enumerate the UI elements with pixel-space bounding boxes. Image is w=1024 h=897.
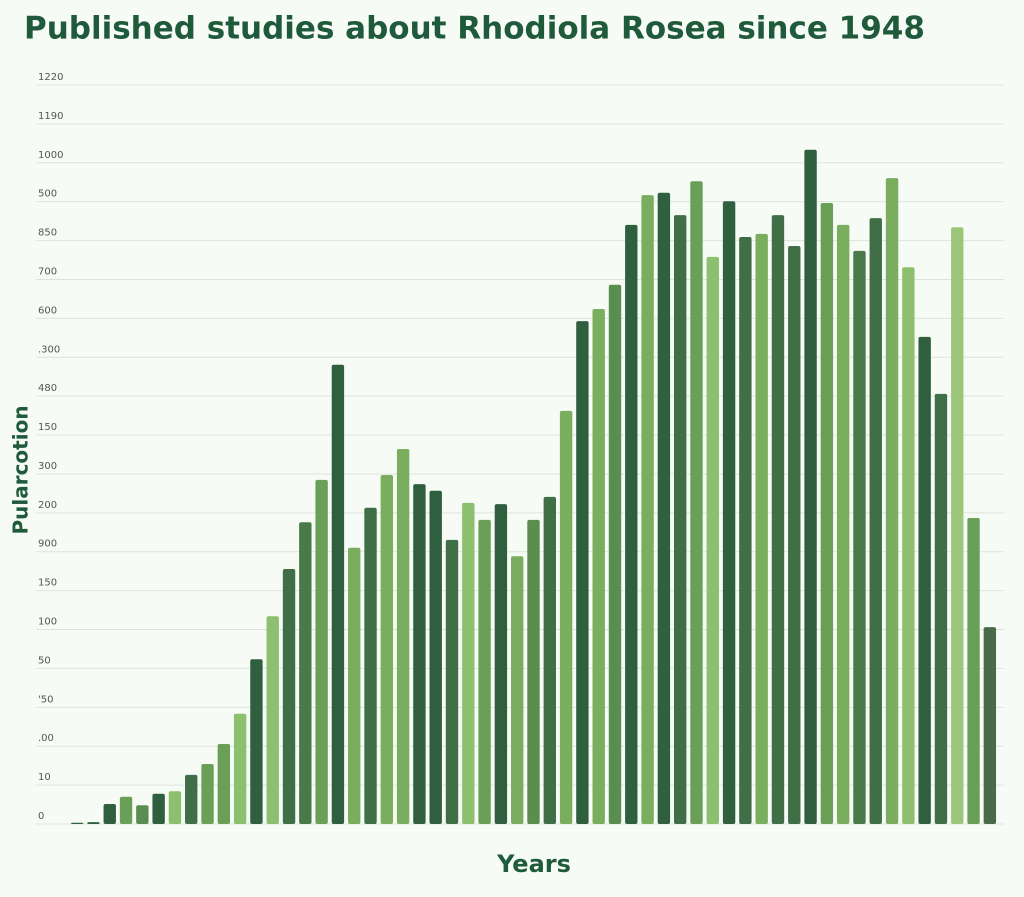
bar <box>706 256 719 825</box>
y-tick-label: 480 <box>38 383 57 394</box>
y-tick-label: 1220 <box>38 72 63 83</box>
bar <box>576 321 589 824</box>
bar <box>494 504 508 824</box>
bar <box>657 192 671 824</box>
bar <box>168 791 182 824</box>
bar <box>967 518 980 824</box>
bar <box>299 522 312 824</box>
bar <box>625 224 638 825</box>
bar <box>739 236 752 825</box>
bar <box>331 364 345 824</box>
y-tick-label: 150 <box>38 422 57 433</box>
bar <box>690 181 703 825</box>
y-axis-label: Pularcotion <box>9 405 33 534</box>
bar <box>755 233 768 824</box>
bar <box>853 250 866 824</box>
bar <box>233 713 247 824</box>
y-tick-label: 900 <box>38 539 57 550</box>
x-axis-label: Years <box>496 850 571 878</box>
bar <box>592 309 605 824</box>
bar <box>119 796 133 824</box>
y-tick-label: 1190 <box>38 111 63 122</box>
bar <box>559 410 573 824</box>
bar <box>396 448 410 824</box>
bar <box>103 804 116 824</box>
bar <box>902 267 915 824</box>
bar <box>282 568 296 824</box>
y-tick-label: 850 <box>38 228 57 239</box>
bar <box>413 484 426 824</box>
y-tick-label: .300 <box>38 344 60 355</box>
bar <box>87 822 100 824</box>
bar <box>934 393 948 824</box>
bar <box>348 547 361 824</box>
bar <box>673 215 687 824</box>
y-tick-label: 50 <box>38 655 51 666</box>
bar <box>462 502 475 824</box>
bar <box>315 479 328 824</box>
bar <box>527 519 540 824</box>
bar <box>983 627 997 824</box>
y-tick-label: 100 <box>38 617 57 628</box>
bar <box>836 224 850 825</box>
bar <box>185 774 198 824</box>
bar <box>266 616 279 824</box>
bar <box>804 149 817 825</box>
y-tick-label: 600 <box>38 305 57 316</box>
y-tick-label: 10 <box>38 772 51 783</box>
bar <box>217 744 231 824</box>
y-tick-label: 0 <box>38 811 44 822</box>
bar <box>951 227 964 824</box>
bar <box>869 218 882 825</box>
bar <box>771 215 785 824</box>
y-tick-label: 200 <box>38 500 57 511</box>
y-tick-label: .00 <box>38 733 54 744</box>
y-tick-label: 700 <box>38 266 57 277</box>
bar <box>641 195 654 824</box>
bar <box>364 507 377 824</box>
y-tick-label: '50 <box>38 694 53 705</box>
bar <box>445 539 459 824</box>
y-tick-label: 500 <box>38 189 57 200</box>
bar <box>543 496 556 824</box>
bar <box>429 490 442 824</box>
bar <box>380 475 394 824</box>
bar <box>478 519 491 824</box>
y-tick-label: 150 <box>38 578 57 589</box>
bar <box>788 246 801 824</box>
y-tick-label: 300 <box>38 461 57 472</box>
bar <box>201 764 214 824</box>
bar <box>820 203 834 824</box>
y-tick-label: 1000 <box>38 150 63 161</box>
bar <box>885 178 899 824</box>
bar <box>608 284 622 824</box>
bar <box>918 336 931 824</box>
bar <box>250 659 263 824</box>
bar <box>136 805 149 824</box>
bar <box>70 822 84 824</box>
bar <box>722 201 736 825</box>
chart-title: Published studies about Rhodiola Rosea s… <box>24 11 925 47</box>
bar <box>511 556 524 824</box>
bar <box>152 793 165 824</box>
